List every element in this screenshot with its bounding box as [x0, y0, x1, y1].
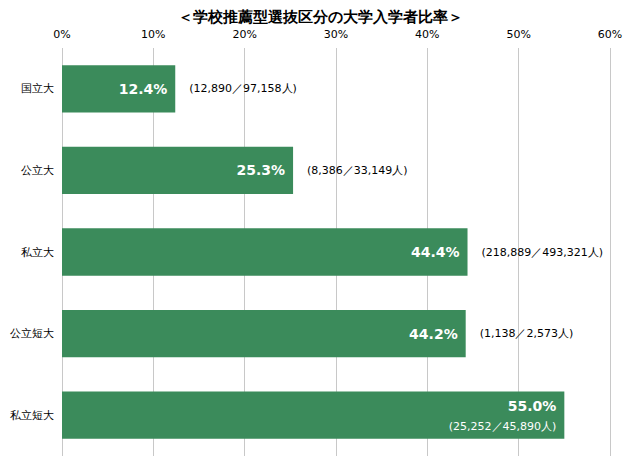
svg-text:25.3%: 25.3%	[236, 162, 285, 178]
svg-text:10%: 10%	[141, 28, 165, 41]
svg-text:公立短大: 公立短大	[10, 327, 54, 340]
svg-text:40%: 40%	[415, 28, 439, 41]
svg-text:50%: 50%	[506, 28, 530, 41]
svg-text:30%: 30%	[324, 28, 348, 41]
svg-text:＜学校推薦型選抜区分の大学入学者比率＞: ＜学校推薦型選抜区分の大学入学者比率＞	[178, 8, 463, 26]
svg-text:44.4%: 44.4%	[411, 244, 460, 260]
svg-text:(8,386／33,149人): (8,386／33,149人)	[307, 164, 408, 177]
svg-text:国立大: 国立大	[21, 82, 54, 95]
svg-text:公立大: 公立大	[21, 164, 54, 177]
svg-text:私立大: 私立大	[21, 246, 54, 259]
svg-text:私立短大: 私立短大	[10, 409, 54, 422]
svg-text:(12,890／97,158人): (12,890／97,158人)	[189, 82, 297, 95]
svg-text:20%: 20%	[232, 28, 256, 41]
svg-text:0%: 0%	[53, 28, 70, 41]
svg-text:12.4%: 12.4%	[119, 81, 168, 97]
svg-text:(25,252／45,890人): (25,252／45,890人)	[449, 420, 557, 433]
svg-text:(1,138／2,573人): (1,138／2,573人)	[480, 327, 574, 340]
svg-text:44.2%: 44.2%	[409, 326, 458, 342]
svg-text:55.0%: 55.0%	[508, 398, 557, 414]
svg-text:60%: 60%	[598, 28, 622, 41]
svg-text:(218,889／493,321人): (218,889／493,321人)	[482, 246, 604, 259]
